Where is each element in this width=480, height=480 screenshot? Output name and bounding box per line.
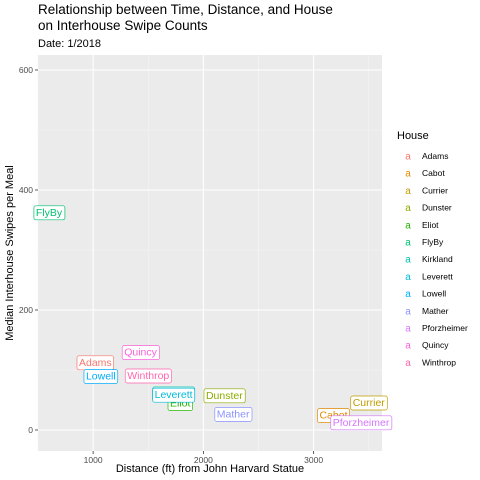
legend-label: Quincy bbox=[422, 340, 449, 350]
x-axis-ticks: 1000 2000 3000 bbox=[84, 451, 323, 465]
legend-item-quincy: a Quincy bbox=[405, 340, 449, 352]
x-tick-label: 3000 bbox=[304, 455, 323, 465]
point-label-text: Pforzheimer bbox=[333, 417, 390, 429]
legend-item-leverett: a Leverett bbox=[405, 271, 453, 283]
legend-items: a Adams a Cabot a Currier a Dunster a Eliot a FlyBy… bbox=[405, 151, 468, 369]
chart-title-line-2: on Interhouse Swipe Counts bbox=[38, 18, 208, 33]
legend-key: a bbox=[405, 220, 411, 231]
point-label-box bbox=[33, 205, 66, 221]
legend-item-flyby: a FlyBy bbox=[405, 237, 444, 249]
y-tick-label: 600 bbox=[19, 65, 33, 75]
point-label-pforzheimer: Pforzheimer bbox=[330, 415, 393, 431]
legend-label: Leverett bbox=[422, 271, 453, 281]
point-label-quincy: Quincy bbox=[121, 345, 160, 360]
x-tick-label: 1000 bbox=[84, 455, 103, 465]
y-tick-label: 0 bbox=[28, 425, 33, 435]
legend-key: a bbox=[405, 169, 411, 180]
legend-item-cabot: a Cabot bbox=[405, 168, 445, 180]
chart-title-line-1: Relationship between Time, Distance, and… bbox=[38, 2, 333, 17]
point-label-text: Winthrop bbox=[127, 370, 169, 382]
chart-title: Relationship between Time, Distance, and… bbox=[38, 2, 333, 33]
point-label-box bbox=[350, 395, 388, 411]
point-labels: AdamsCabotCurrierDunsterEliotFlyByKirkla… bbox=[33, 205, 393, 431]
y-axis-label: Median Interhouse Swipes per Meal bbox=[4, 165, 16, 340]
point-label-box bbox=[203, 388, 246, 404]
legend: House a Adams a Cabot a Currier a Dunster a Eliot… bbox=[397, 130, 468, 369]
point-label-box bbox=[330, 415, 393, 431]
legend-item-mather: a Mather bbox=[405, 306, 448, 318]
legend-label: Kirkland bbox=[422, 254, 453, 264]
plot-panel bbox=[38, 55, 382, 451]
legend-item-adams: a Adams bbox=[405, 151, 448, 163]
grid-minor bbox=[37, 55, 382, 451]
legend-item-lowell: a Lowell bbox=[405, 289, 446, 301]
legend-label: Currier bbox=[422, 185, 448, 195]
point-label-box bbox=[83, 369, 119, 384]
legend-key: a bbox=[405, 358, 411, 369]
point-label-winthrop: Winthrop bbox=[124, 368, 172, 384]
legend-key: a bbox=[405, 306, 411, 317]
point-label-box bbox=[121, 345, 160, 360]
legend-label: Cabot bbox=[422, 168, 445, 178]
legend-label: Eliot bbox=[422, 220, 439, 230]
point-label-text: Lowell bbox=[86, 371, 116, 383]
chart-subtitle: Date: 1/2018 bbox=[38, 38, 101, 50]
point-label-text: Leverett bbox=[155, 389, 193, 401]
point-label-box bbox=[152, 387, 196, 403]
legend-item-kirkland: a Kirkland bbox=[405, 254, 453, 266]
legend-label: FlyBy bbox=[422, 237, 444, 247]
legend-label: Mather bbox=[422, 306, 449, 316]
point-label-box bbox=[214, 407, 253, 422]
legend-key: a bbox=[405, 238, 411, 249]
legend-label: Winthrop bbox=[422, 357, 456, 367]
legend-key: a bbox=[405, 324, 411, 335]
point-label-text: Quincy bbox=[124, 347, 157, 359]
grid-major bbox=[38, 55, 382, 451]
legend-key: a bbox=[405, 272, 411, 283]
legend-key: a bbox=[405, 203, 411, 214]
y-axis-ticks: 0 200 400 600 bbox=[19, 65, 38, 435]
x-axis-label: Distance (ft) from John Harvard Statue bbox=[116, 463, 304, 475]
point-label-text: Dunster bbox=[206, 390, 243, 402]
legend-item-eliot: a Eliot bbox=[405, 220, 439, 232]
legend-item-pforzheimer: a Pforzheimer bbox=[405, 323, 468, 335]
point-label-dunster: Dunster bbox=[203, 388, 246, 404]
point-label-box bbox=[124, 368, 172, 384]
legend-label: Lowell bbox=[422, 289, 446, 299]
point-label-adams: Adams bbox=[76, 355, 115, 371]
y-tick-label: 400 bbox=[19, 185, 33, 195]
legend-label: Adams bbox=[422, 151, 448, 161]
legend-key: a bbox=[405, 255, 411, 266]
legend-label: Pforzheimer bbox=[422, 323, 468, 333]
point-label-mather: Mather bbox=[214, 407, 253, 422]
point-label-currier: Currier bbox=[350, 395, 388, 411]
point-label-text: Currier bbox=[353, 397, 386, 409]
legend-key: a bbox=[405, 152, 411, 163]
legend-item-winthrop: a Winthrop bbox=[405, 357, 456, 369]
legend-item-currier: a Currier bbox=[405, 185, 448, 197]
legend-item-dunster: a Dunster bbox=[405, 203, 452, 215]
point-label-text: FlyBy bbox=[36, 207, 63, 219]
point-label-text: Adams bbox=[79, 357, 112, 369]
legend-key: a bbox=[405, 186, 411, 197]
x-tick-label: 2000 bbox=[194, 455, 213, 465]
point-label-lowell: Lowell bbox=[83, 369, 119, 384]
legend-label: Dunster bbox=[422, 203, 452, 213]
legend-title: House bbox=[397, 130, 429, 142]
point-label-flyby: FlyBy bbox=[33, 205, 66, 221]
point-label-leverett: Leverett bbox=[152, 387, 196, 403]
y-tick-label: 200 bbox=[19, 305, 33, 315]
legend-key: a bbox=[405, 289, 411, 300]
legend-key: a bbox=[405, 341, 411, 352]
point-label-text: Mather bbox=[217, 408, 250, 420]
